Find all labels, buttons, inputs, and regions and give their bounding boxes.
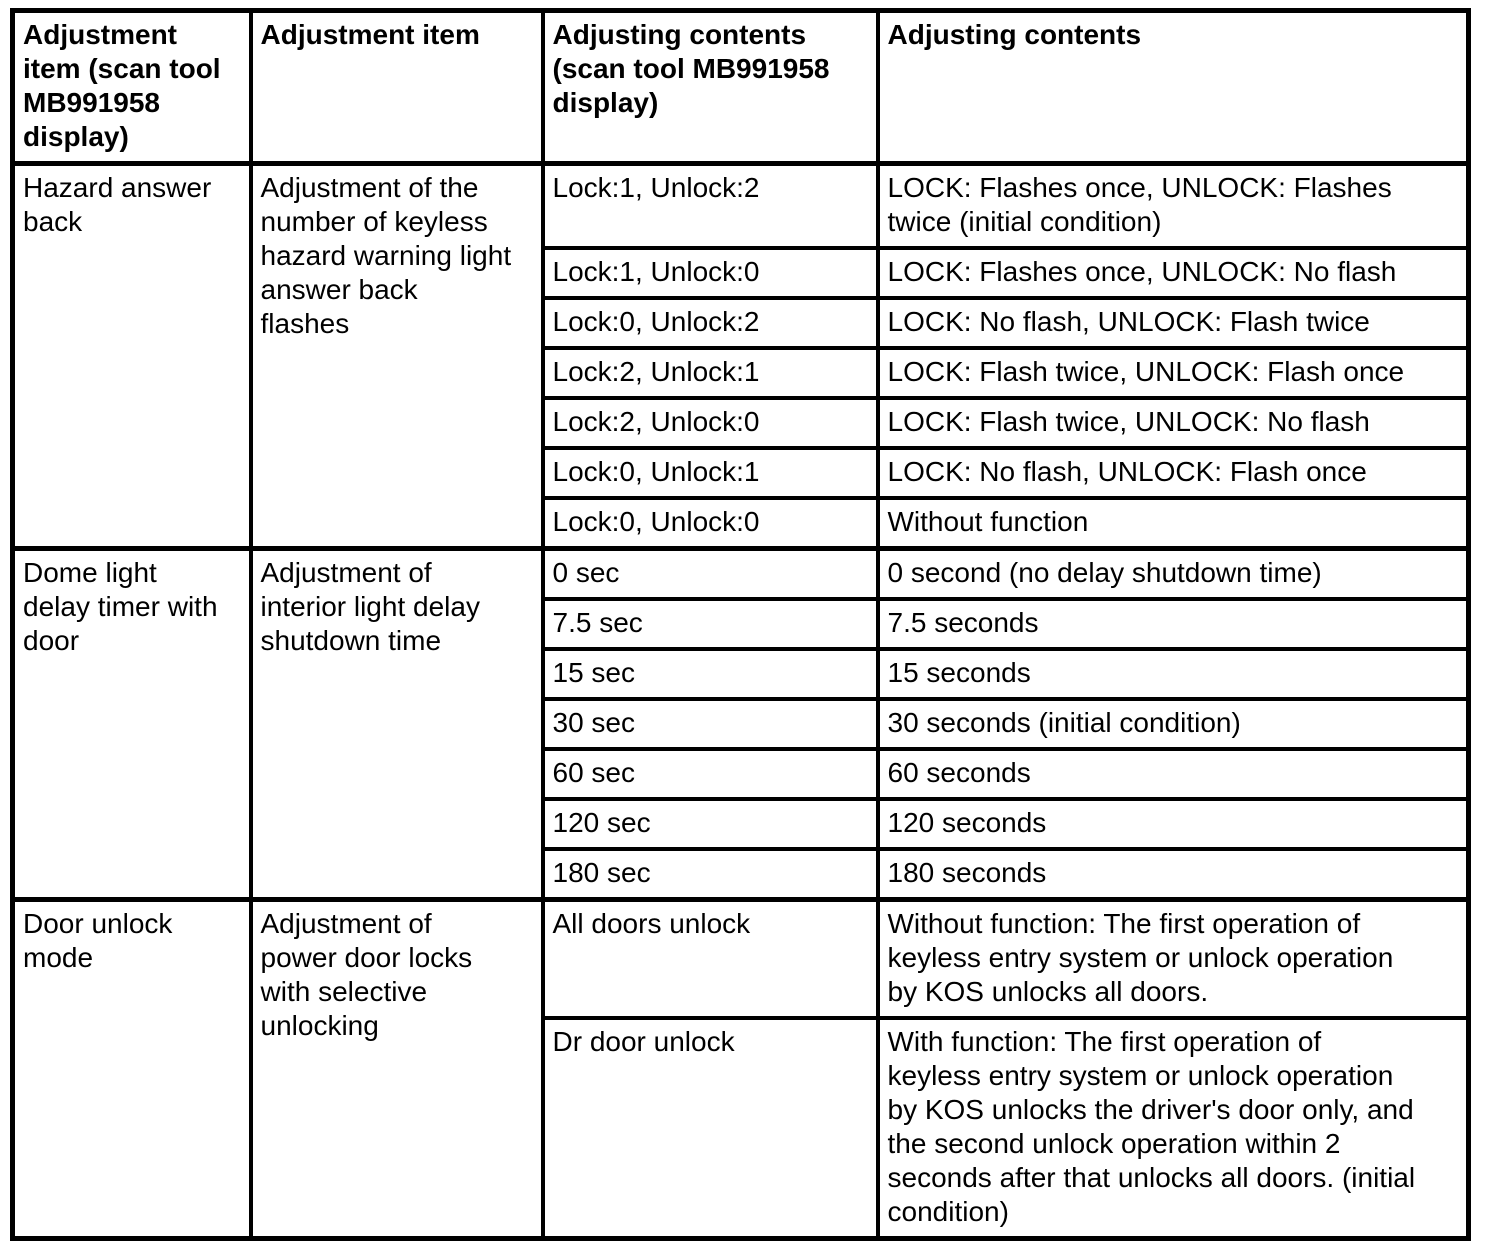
cell-adjusting-contents: LOCK: No flash, UNLOCK: Flash twice	[875, 296, 1471, 350]
table-row: 15 sec 15 seconds	[13, 647, 1471, 701]
table-row: Lock:0, Unlock:1 LOCK: No flash, UNLOCK:…	[13, 446, 1471, 500]
cell-adjusting-display: Lock:0, Unlock:2	[540, 296, 880, 350]
header-cell-adjustment-item: Adjustment item	[248, 8, 545, 166]
cell-adjusting-display: 7.5 sec	[540, 597, 880, 651]
table-row: Hazard answer back Adjustment of the num…	[10, 161, 1471, 551]
table-row: Lock:2, Unlock:0 LOCK: Flash twice, UNLO…	[13, 396, 1471, 450]
cell-item-description-dome-light: Adjustment of interior light delay shutd…	[248, 546, 545, 902]
cell-adjusting-display: Lock:0, Unlock:1	[540, 446, 880, 500]
table-row: 30 sec 30 seconds (initial condition)	[13, 697, 1471, 751]
cell-adjusting-contents: 180 seconds	[875, 847, 1471, 902]
table-row: Lock:0, Unlock:0 Without function	[13, 496, 1471, 551]
cell-adjusting-display: 120 sec	[540, 797, 880, 851]
table-row: Dome light delay timer with door Adjustm…	[10, 546, 1471, 902]
header-cell-adjusting-contents: Adjusting contents	[875, 8, 1471, 166]
cell-adjusting-display: 15 sec	[540, 647, 880, 701]
cell-adjusting-contents: LOCK: No flash, UNLOCK: Flash once	[875, 446, 1471, 500]
cell-adjusting-display: 0 sec	[540, 546, 880, 601]
table-row: Door unlock mode Adjustment of power doo…	[10, 897, 1471, 1241]
cell-adjusting-contents: Without function: The first operation of…	[875, 897, 1471, 1020]
cell-adjusting-display: 60 sec	[540, 747, 880, 801]
cell-adjusting-display: Dr door unlock	[540, 1016, 880, 1241]
cell-adjusting-contents: 15 seconds	[875, 647, 1471, 701]
cell-adjusting-contents: 7.5 seconds	[875, 597, 1471, 651]
cell-adjusting-contents: LOCK: Flash twice, UNLOCK: Flash once	[875, 346, 1471, 400]
cell-adjusting-contents: LOCK: Flashes once, UNLOCK: No flash	[875, 246, 1471, 300]
header-row: Adjustment item (scan tool MB991958 disp…	[10, 8, 1471, 166]
cell-adjusting-display: Lock:1, Unlock:2	[540, 161, 880, 250]
cell-adjusting-display: Lock:2, Unlock:0	[540, 396, 880, 450]
cell-adjusting-contents: 60 seconds	[875, 747, 1471, 801]
cell-adjusting-contents: LOCK: Flash twice, UNLOCK: No flash	[875, 396, 1471, 450]
table-row: Dr door unlock With function: The first …	[13, 1016, 1471, 1241]
header-cell-adjusting-contents-display: Adjusting contents (scan tool MB991958 d…	[540, 8, 880, 166]
cell-adjusting-display: 180 sec	[540, 847, 880, 902]
table-row: 60 sec 60 seconds	[13, 747, 1471, 801]
cell-adjusting-display: Lock:1, Unlock:0	[540, 246, 880, 300]
table-row: 7.5 sec 7.5 seconds	[13, 597, 1471, 651]
cell-adjusting-display: Lock:0, Unlock:0	[540, 496, 880, 551]
cell-item-display-hazard: Hazard answer back	[10, 161, 253, 551]
adjustment-table: Adjustment item (scan tool MB991958 disp…	[10, 8, 1471, 1241]
cell-adjusting-contents: 120 seconds	[875, 797, 1471, 851]
cell-item-display-door-unlock: Door unlock mode	[10, 897, 253, 1241]
cell-adjusting-display: Lock:2, Unlock:1	[540, 346, 880, 400]
cell-adjusting-contents: LOCK: Flashes once, UNLOCK: Flashes twic…	[875, 161, 1471, 250]
cell-adjusting-contents: 30 seconds (initial condition)	[875, 697, 1471, 751]
table-row: Lock:2, Unlock:1 LOCK: Flash twice, UNLO…	[13, 346, 1471, 400]
cell-item-description-door-unlock: Adjustment of power door locks with sele…	[248, 897, 545, 1241]
header-cell-adjustment-item-display: Adjustment item (scan tool MB991958 disp…	[10, 8, 253, 166]
table-row: Lock:0, Unlock:2 LOCK: No flash, UNLOCK:…	[13, 296, 1471, 350]
cell-item-display-dome-light: Dome light delay timer with door	[10, 546, 253, 902]
cell-item-description-hazard: Adjustment of the number of keyless haza…	[248, 161, 545, 551]
cell-adjusting-contents: Without function	[875, 496, 1471, 551]
cell-adjusting-contents: With function: The first operation of ke…	[875, 1016, 1471, 1241]
cell-adjusting-display: All doors unlock	[540, 897, 880, 1020]
table-row: 120 sec 120 seconds	[13, 797, 1471, 851]
table-row: Lock:1, Unlock:0 LOCK: Flashes once, UNL…	[13, 246, 1471, 300]
table-row: 180 sec 180 seconds	[13, 847, 1471, 902]
cell-adjusting-display: 30 sec	[540, 697, 880, 751]
cell-adjusting-contents: 0 second (no delay shutdown time)	[875, 546, 1471, 601]
